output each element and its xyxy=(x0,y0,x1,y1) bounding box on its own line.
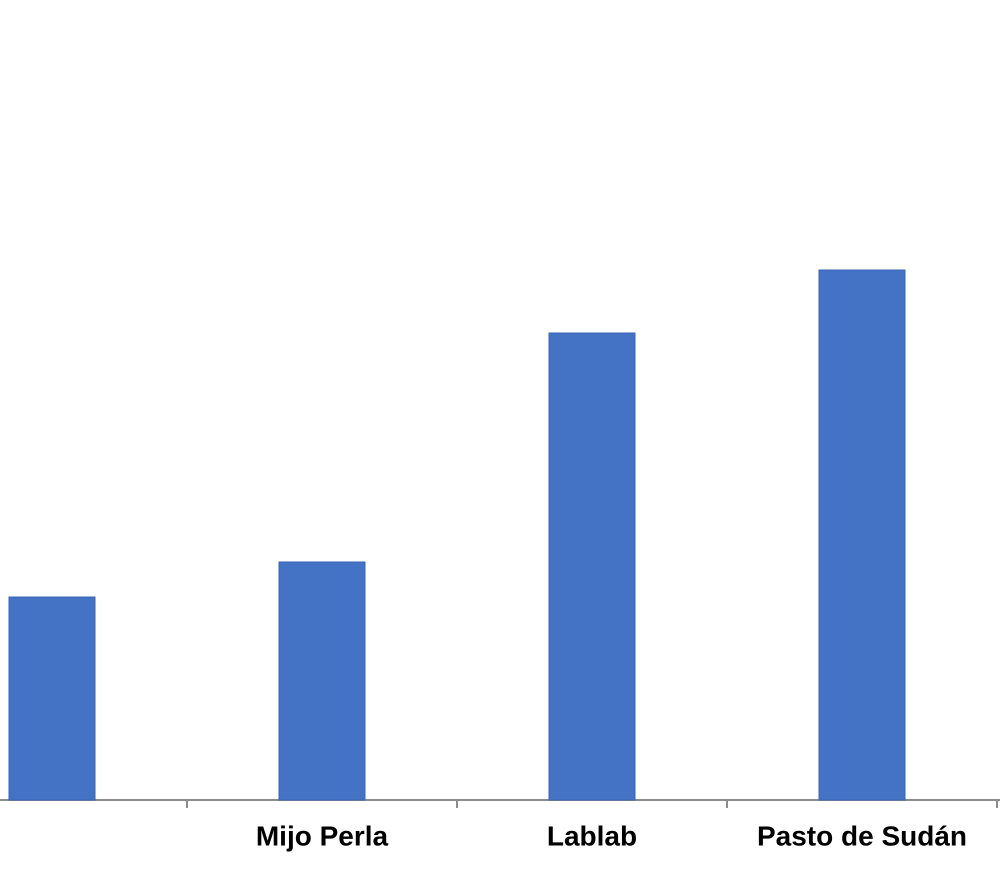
bar xyxy=(818,269,906,801)
bar xyxy=(548,332,636,801)
x-tick-label: Lablab xyxy=(547,820,637,851)
x-tick-label: Pasto de Sudán xyxy=(757,820,967,851)
bar xyxy=(278,561,366,801)
x-tick-label: Mijo Perla xyxy=(256,820,389,851)
bar xyxy=(8,596,96,801)
